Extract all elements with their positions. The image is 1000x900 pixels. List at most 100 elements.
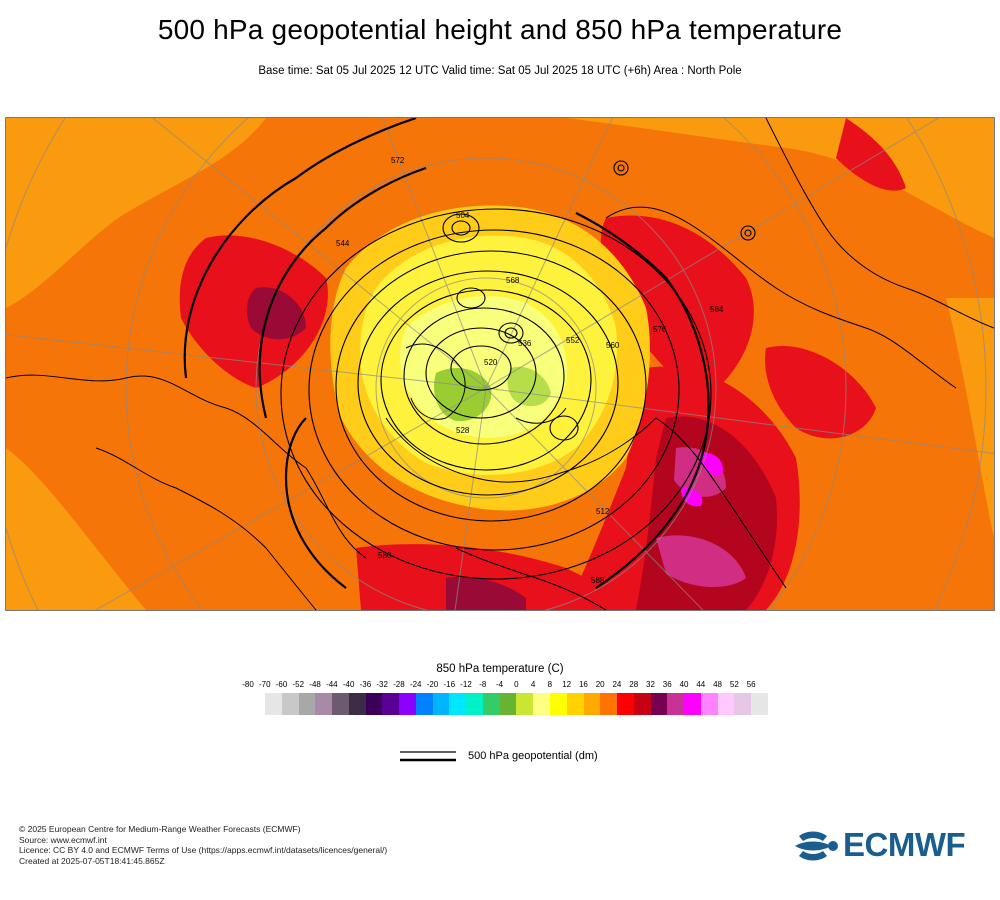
- contour-label: 572: [391, 156, 405, 165]
- colorbar-tick-label: 52: [729, 680, 739, 689]
- footer-source: Source: www.ecmwf.int: [19, 834, 107, 845]
- ecmwf-logo-icon: [795, 831, 838, 861]
- colorbar-tick-label: -4: [495, 680, 504, 689]
- cold-core-field: [507, 366, 551, 407]
- colorbar-tick-label: -16: [443, 680, 456, 689]
- colorbar-tick-label: 16: [578, 680, 588, 689]
- hot-field: [356, 544, 636, 610]
- hot-field: [836, 118, 906, 191]
- colorbar-cell: [382, 693, 400, 715]
- geopotential-legend-swatch: [400, 751, 456, 762]
- colorbar-tick-label: 32: [646, 680, 655, 689]
- colorbar-tick-label: -48: [309, 680, 321, 689]
- colorbar-tick-label: 56: [746, 680, 756, 689]
- colorbar-cell: [432, 693, 450, 715]
- colorbar-tick-label: -12: [460, 680, 472, 689]
- colorbar-cell: [449, 693, 467, 715]
- footer-credits: © 2025 European Centre for Medium-Range …: [19, 824, 387, 866]
- footer-licence: Licence: CC BY 4.0 and ECMWF Terms of Us…: [19, 845, 388, 855]
- colorbar-tick-label: 28: [629, 680, 639, 689]
- colorbar-cell: [415, 693, 433, 715]
- ecmwf-logo-text: ECMWF: [843, 826, 966, 863]
- colorbar-cell: [332, 693, 349, 715]
- extreme-heat-field: [656, 535, 746, 588]
- coastlines: [6, 118, 994, 610]
- colorbar-tick-label: 36: [662, 680, 672, 689]
- colorbar-tick-label: 0: [514, 680, 519, 689]
- colorbar-cell: [482, 693, 500, 715]
- colorbar-cell: [466, 693, 483, 715]
- temperature-colorbar: [265, 693, 768, 715]
- colorbar-cell: [617, 693, 634, 715]
- colorbar-tick-label: 48: [713, 680, 722, 689]
- hot-field: [765, 346, 876, 439]
- contour-label: 528: [456, 426, 470, 435]
- colorbar-cell: [600, 693, 618, 715]
- footer-created: Created at 2025-07-05T18:41:45.865Z: [19, 855, 165, 866]
- colorbar-tick-label: 44: [696, 680, 706, 689]
- contour-label: 580: [378, 551, 392, 560]
- colorbar-tick-label: -80: [242, 680, 254, 689]
- contour-label: 512: [596, 507, 610, 516]
- contour-label: 544: [336, 239, 350, 248]
- colorbar-tick-label: -60: [275, 680, 288, 689]
- hot-field: [600, 215, 754, 398]
- very-hot-field: [446, 576, 526, 610]
- colorbar-tick-label: -70: [258, 680, 271, 689]
- temperature-legend-title: 850 hPa temperature (C): [436, 663, 564, 675]
- colorbar-tick-label: -28: [393, 680, 405, 689]
- colorbar-tick-label: 12: [562, 680, 572, 689]
- colorbar-tick-label: -40: [342, 680, 355, 689]
- cool-rim-field: [566, 118, 994, 238]
- colorbar-cell: [281, 693, 299, 715]
- colorbar-cell: [516, 693, 534, 715]
- colorbar-cell: [667, 693, 685, 715]
- geopotential-legend-label: 500 hPa geopotential (dm): [468, 750, 598, 762]
- colorbar-tick-label: -44: [326, 680, 338, 689]
- colorbar-cell: [298, 693, 316, 715]
- cool-rim-field: [6, 118, 266, 308]
- colorbar-tick-label: -36: [359, 680, 372, 689]
- colorbar-tick-label: 4: [530, 680, 536, 689]
- geopotential-outer-contours: [183, 118, 710, 589]
- contour-label: 552: [566, 336, 580, 345]
- footer-copyright: © 2025 European Centre for Medium-Range …: [19, 824, 301, 834]
- colorbar-cell: [315, 693, 333, 715]
- colorbar-cell: [265, 693, 282, 715]
- temperature-legend-ticks: -80 -70 -60 -52 -48 -44 -40 -36 -32 -28 -24 -20 -16-…: [240, 680, 760, 692]
- colorbar-cell: [399, 693, 416, 715]
- contour-label: 588: [591, 576, 605, 585]
- contour-label: 536: [518, 339, 532, 348]
- chart-subtitle: Base time: Sat 05 Jul 2025 12 UTC Valid …: [258, 65, 742, 77]
- colorbar-tick-label: -24: [409, 680, 422, 689]
- chart-title: 500 hPa geopotential height and 850 hPa …: [157, 14, 843, 45]
- contour-label: 584: [710, 305, 724, 314]
- colorbar-cell: [734, 693, 752, 715]
- colorbar-tick-label: -52: [292, 680, 305, 689]
- cool-rim-field: [6, 448, 146, 610]
- colorbar-cell: [684, 693, 701, 715]
- colorbar-cell: [700, 693, 718, 715]
- colorbar-tick-label: 40: [679, 680, 689, 689]
- contour-label: 504: [456, 211, 470, 220]
- colorbar-tick-label: 20: [595, 680, 605, 689]
- north-pole-map: 504 520 536 552 568 576 584 560 544 528 …: [5, 117, 995, 611]
- colorbar-cell: [650, 693, 668, 715]
- colorbar-cell: [566, 693, 584, 715]
- contour-label: 568: [506, 276, 520, 285]
- contour-label: 560: [606, 341, 620, 350]
- colorbar-cell: [499, 693, 517, 715]
- geopotential-legend: 500 hPa geopotential (dm): [398, 748, 658, 766]
- colorbar-tick-label: -8: [479, 680, 487, 689]
- colorbar-cell: [751, 693, 768, 715]
- colorbar-cell: [633, 693, 651, 715]
- very-hot-field: [246, 287, 306, 340]
- contour-label: 576: [653, 325, 667, 334]
- graticule-lines: [6, 118, 994, 610]
- contour-label: 520: [484, 358, 498, 367]
- colorbar-cell: [550, 693, 567, 715]
- colorbar-tick-label: 8: [547, 680, 553, 689]
- colorbar-cell: [365, 693, 383, 715]
- colorbar-tick-label: -32: [376, 680, 388, 689]
- colorbar-cell: [533, 693, 551, 715]
